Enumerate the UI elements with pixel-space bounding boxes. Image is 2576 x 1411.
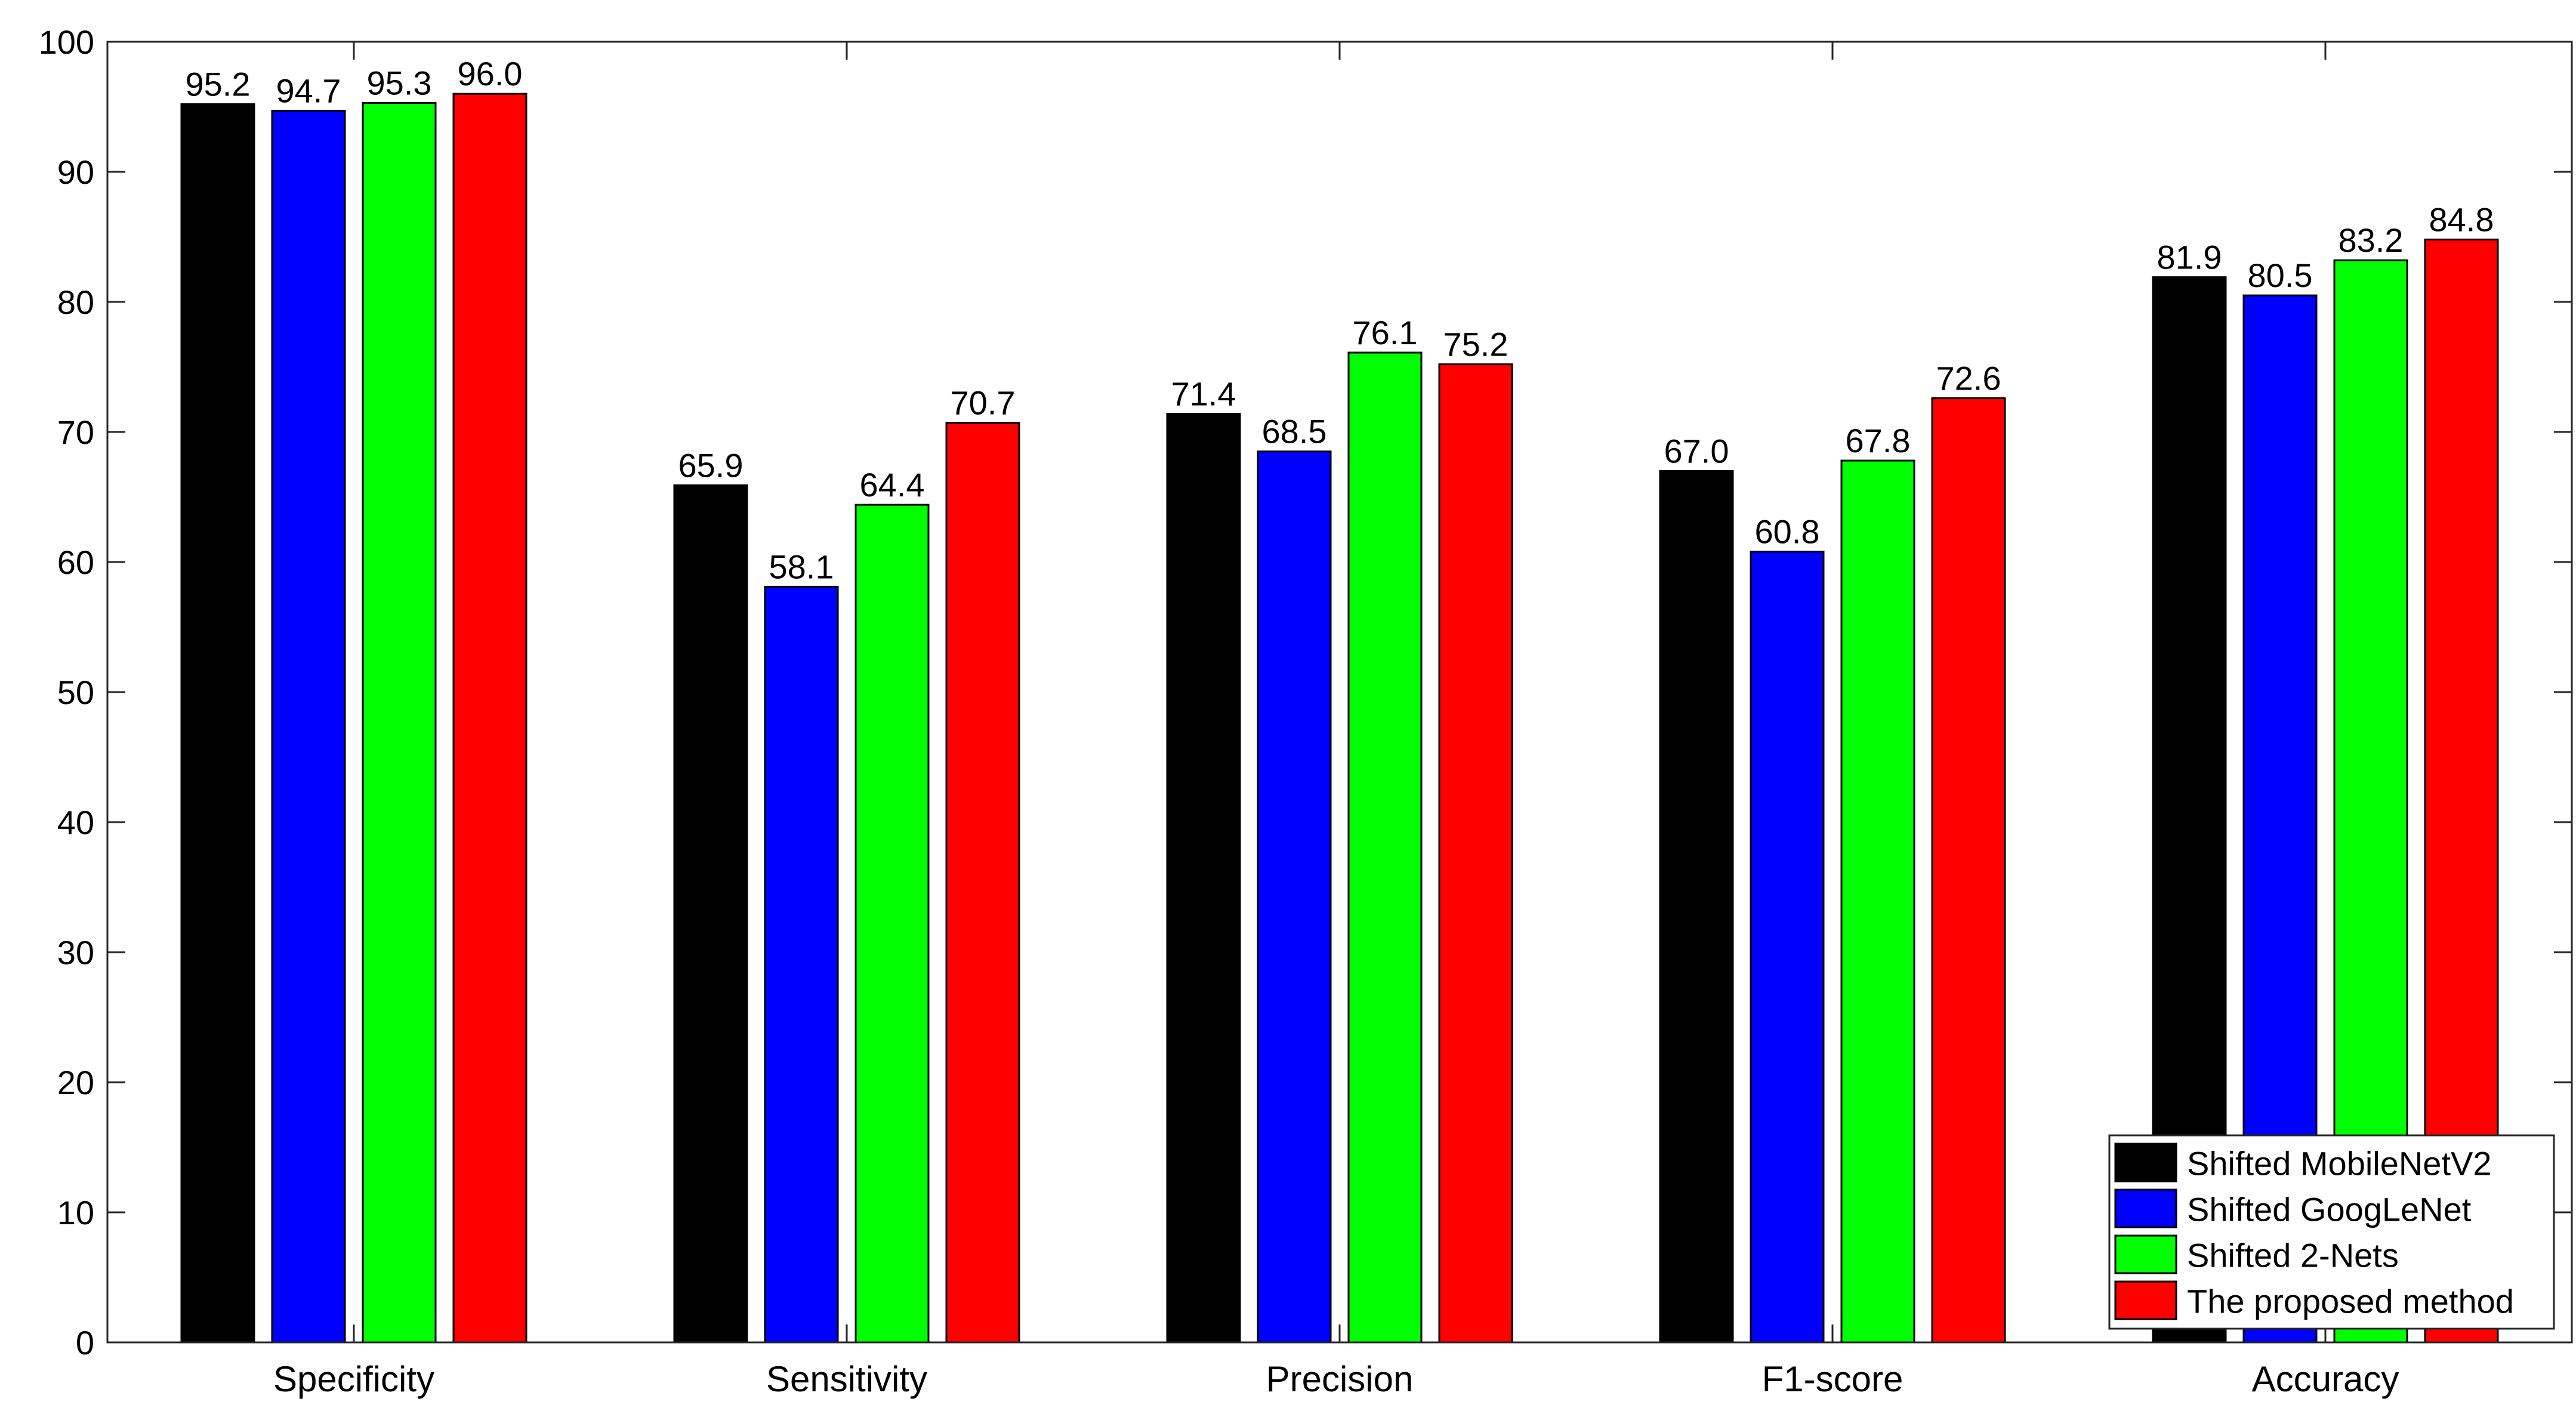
y-tick-label: 20: [57, 1064, 94, 1101]
bar: [452, 92, 527, 1344]
bar: [180, 103, 255, 1344]
bar: [362, 102, 437, 1344]
bar-value-label: 67.8: [1846, 422, 1911, 459]
x-tick-label: Accuracy: [2252, 1359, 2399, 1399]
bar-value-label: 60.8: [1755, 513, 1820, 551]
bar-value-label: 94.7: [276, 72, 341, 110]
bar: [764, 585, 839, 1344]
y-tick-label: 60: [57, 544, 94, 581]
bar-value-label: 68.5: [1262, 413, 1327, 450]
x-tick-label: Precision: [1266, 1359, 1414, 1399]
y-tick-label: 70: [57, 413, 94, 451]
legend-label: The proposed method: [2187, 1283, 2514, 1320]
y-tick-label: 50: [57, 674, 94, 711]
bar: [1750, 551, 1825, 1344]
y-tick-label: 10: [57, 1194, 94, 1231]
bar-value-label: 67.0: [1664, 432, 1729, 470]
bar-value-label: 84.8: [2429, 200, 2494, 238]
legend-swatch: [2114, 1143, 2177, 1182]
bar-value-label: 80.5: [2248, 257, 2313, 294]
bar-value-label: 96.0: [458, 55, 523, 92]
bar-value-label: 83.2: [2339, 221, 2404, 259]
y-tick-label: 40: [57, 804, 94, 841]
legend-swatch: [2114, 1280, 2177, 1320]
y-tick-label: 30: [57, 934, 94, 971]
chart-legend: Shifted MobileNetV2 Shifted GoogLeNet Shif…: [2108, 1134, 2555, 1330]
bar-value-label: 70.7: [951, 384, 1016, 422]
legend-label: Shifted 2-Nets: [2187, 1237, 2399, 1274]
y-tick-label: 80: [57, 283, 94, 321]
bar: [854, 504, 930, 1344]
bar: [1931, 397, 2006, 1344]
bar-value-label: 64.4: [860, 466, 925, 504]
bar: [1347, 351, 1423, 1344]
bar-value-label: 65.9: [678, 446, 744, 484]
legend-swatch: [2114, 1188, 2177, 1228]
bar-value-label: 58.1: [769, 548, 834, 585]
bar-value-label: 75.2: [1443, 326, 1508, 363]
axes-layer: 0 10 20 30 40 50 60 70 80 90 100 Specificity Sensiti…: [39, 23, 2573, 1399]
bar-labels-layer: 95.2 94.7 95.3 96.0 65.9 58.1 64.4 70.7 71.4 68.5…: [186, 55, 2494, 585]
bar: [945, 422, 1020, 1344]
bar-value-label: 71.4: [1171, 375, 1236, 413]
legend-box: [2108, 1134, 2555, 1330]
bar: [1438, 363, 1513, 1344]
bar-value-label: 72.6: [1936, 359, 2001, 397]
legend-label: Shifted GoogLeNet: [2187, 1191, 2472, 1228]
bar-value-label: 95.3: [367, 64, 432, 102]
bars-layer: [180, 92, 2499, 1344]
bar-value-label: 81.9: [2157, 239, 2222, 276]
y-tick-label: 100: [39, 23, 94, 61]
bar: [271, 110, 346, 1344]
legend-label: Shifted MobileNetV2: [2187, 1145, 2492, 1182]
legend-swatch: [2114, 1234, 2177, 1274]
bar: [1659, 470, 1734, 1344]
bar: [1257, 450, 1332, 1344]
x-tick-label: Specificity: [273, 1359, 434, 1399]
y-tick-label: 0: [76, 1324, 94, 1361]
y-tick-label: 90: [57, 153, 94, 191]
bar: [1166, 413, 1241, 1344]
bar-value-label: 76.1: [1353, 314, 1418, 351]
bar: [673, 484, 748, 1344]
bar-value-label: 95.2: [186, 66, 251, 103]
bar: [1840, 459, 1915, 1344]
x-tick-label: F1-score: [1762, 1359, 1904, 1399]
x-tick-label: Sensitivity: [766, 1359, 927, 1399]
